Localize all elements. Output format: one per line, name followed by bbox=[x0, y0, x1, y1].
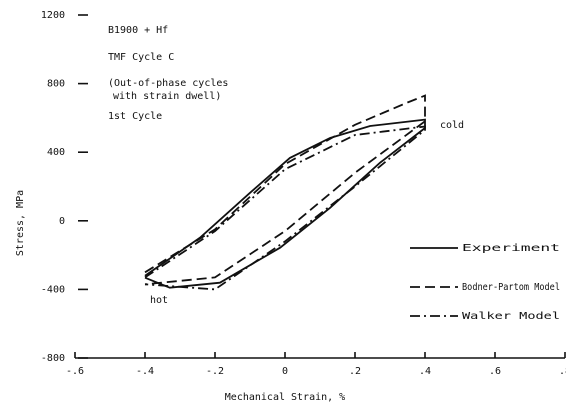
annotation: (Out-of-phase cycles bbox=[108, 78, 228, 89]
series-line bbox=[144, 125, 426, 291]
x-tick-label: -.6 bbox=[66, 366, 84, 377]
x-tick-label: .2 bbox=[349, 366, 361, 377]
y-tick-label: 800 bbox=[47, 79, 65, 90]
x-tick-label: .6 bbox=[489, 366, 501, 377]
y-tick-label: 0 bbox=[59, 216, 65, 227]
legend-label: Bodner-Partom Model bbox=[462, 282, 560, 293]
annotation: cold bbox=[440, 120, 464, 131]
x-tick-label: 0 bbox=[282, 366, 288, 377]
legend-label: Walker Model bbox=[462, 311, 560, 322]
annotation: with strain dwell) bbox=[113, 91, 221, 102]
annotation: TMF Cycle C bbox=[108, 52, 174, 63]
x-axis-label: Mechanical Strain, % bbox=[225, 392, 345, 403]
x-tick-label: .4 bbox=[419, 366, 431, 377]
series-line bbox=[144, 118, 426, 289]
annotation: B1900 + Hf bbox=[108, 25, 168, 36]
y-tick-label: 400 bbox=[47, 147, 65, 158]
x-tick-label: -.2 bbox=[206, 366, 224, 377]
annotation: hot bbox=[150, 295, 168, 306]
y-tick-label: -800 bbox=[41, 353, 65, 364]
annotation: 1st Cycle bbox=[108, 111, 162, 122]
y-tick-label: -400 bbox=[41, 284, 65, 295]
y-tick-label: 1200 bbox=[41, 10, 65, 21]
y-axis-label: Stress, MPa bbox=[15, 190, 26, 256]
x-tick-label: -.4 bbox=[136, 366, 154, 377]
series-line bbox=[144, 94, 426, 286]
legend-label: Experiment bbox=[462, 243, 560, 254]
x-tick-label: .8 bbox=[559, 366, 566, 377]
